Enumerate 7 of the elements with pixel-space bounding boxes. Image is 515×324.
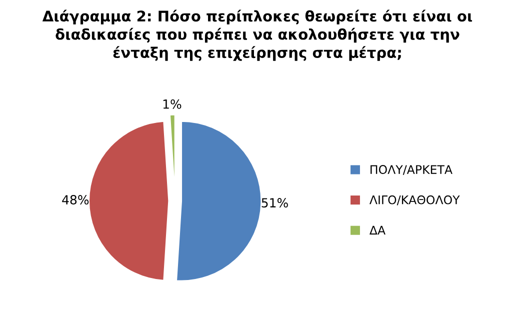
legend-label: ΔΑ [370,226,386,234]
data-label: 51% [262,198,288,208]
legend-label: ΠΟΛΥ/ΑΡΚΕΤΑ [370,165,452,175]
legend-label: ΛΙΓΟ/ΚΑΘΟΛΟΥ [370,195,460,206]
data-label: 48% [62,195,89,205]
chart-title: Διάγραμμα 2: Πόσο περίπλοκες θεωρείτε ότι είναι οι διαδικασίες που πρέπει να ακολουθήσετε για την ένταξη της επιχείρησης στα μέτρα; [42,10,472,61]
data-label: 1% [163,99,182,109]
